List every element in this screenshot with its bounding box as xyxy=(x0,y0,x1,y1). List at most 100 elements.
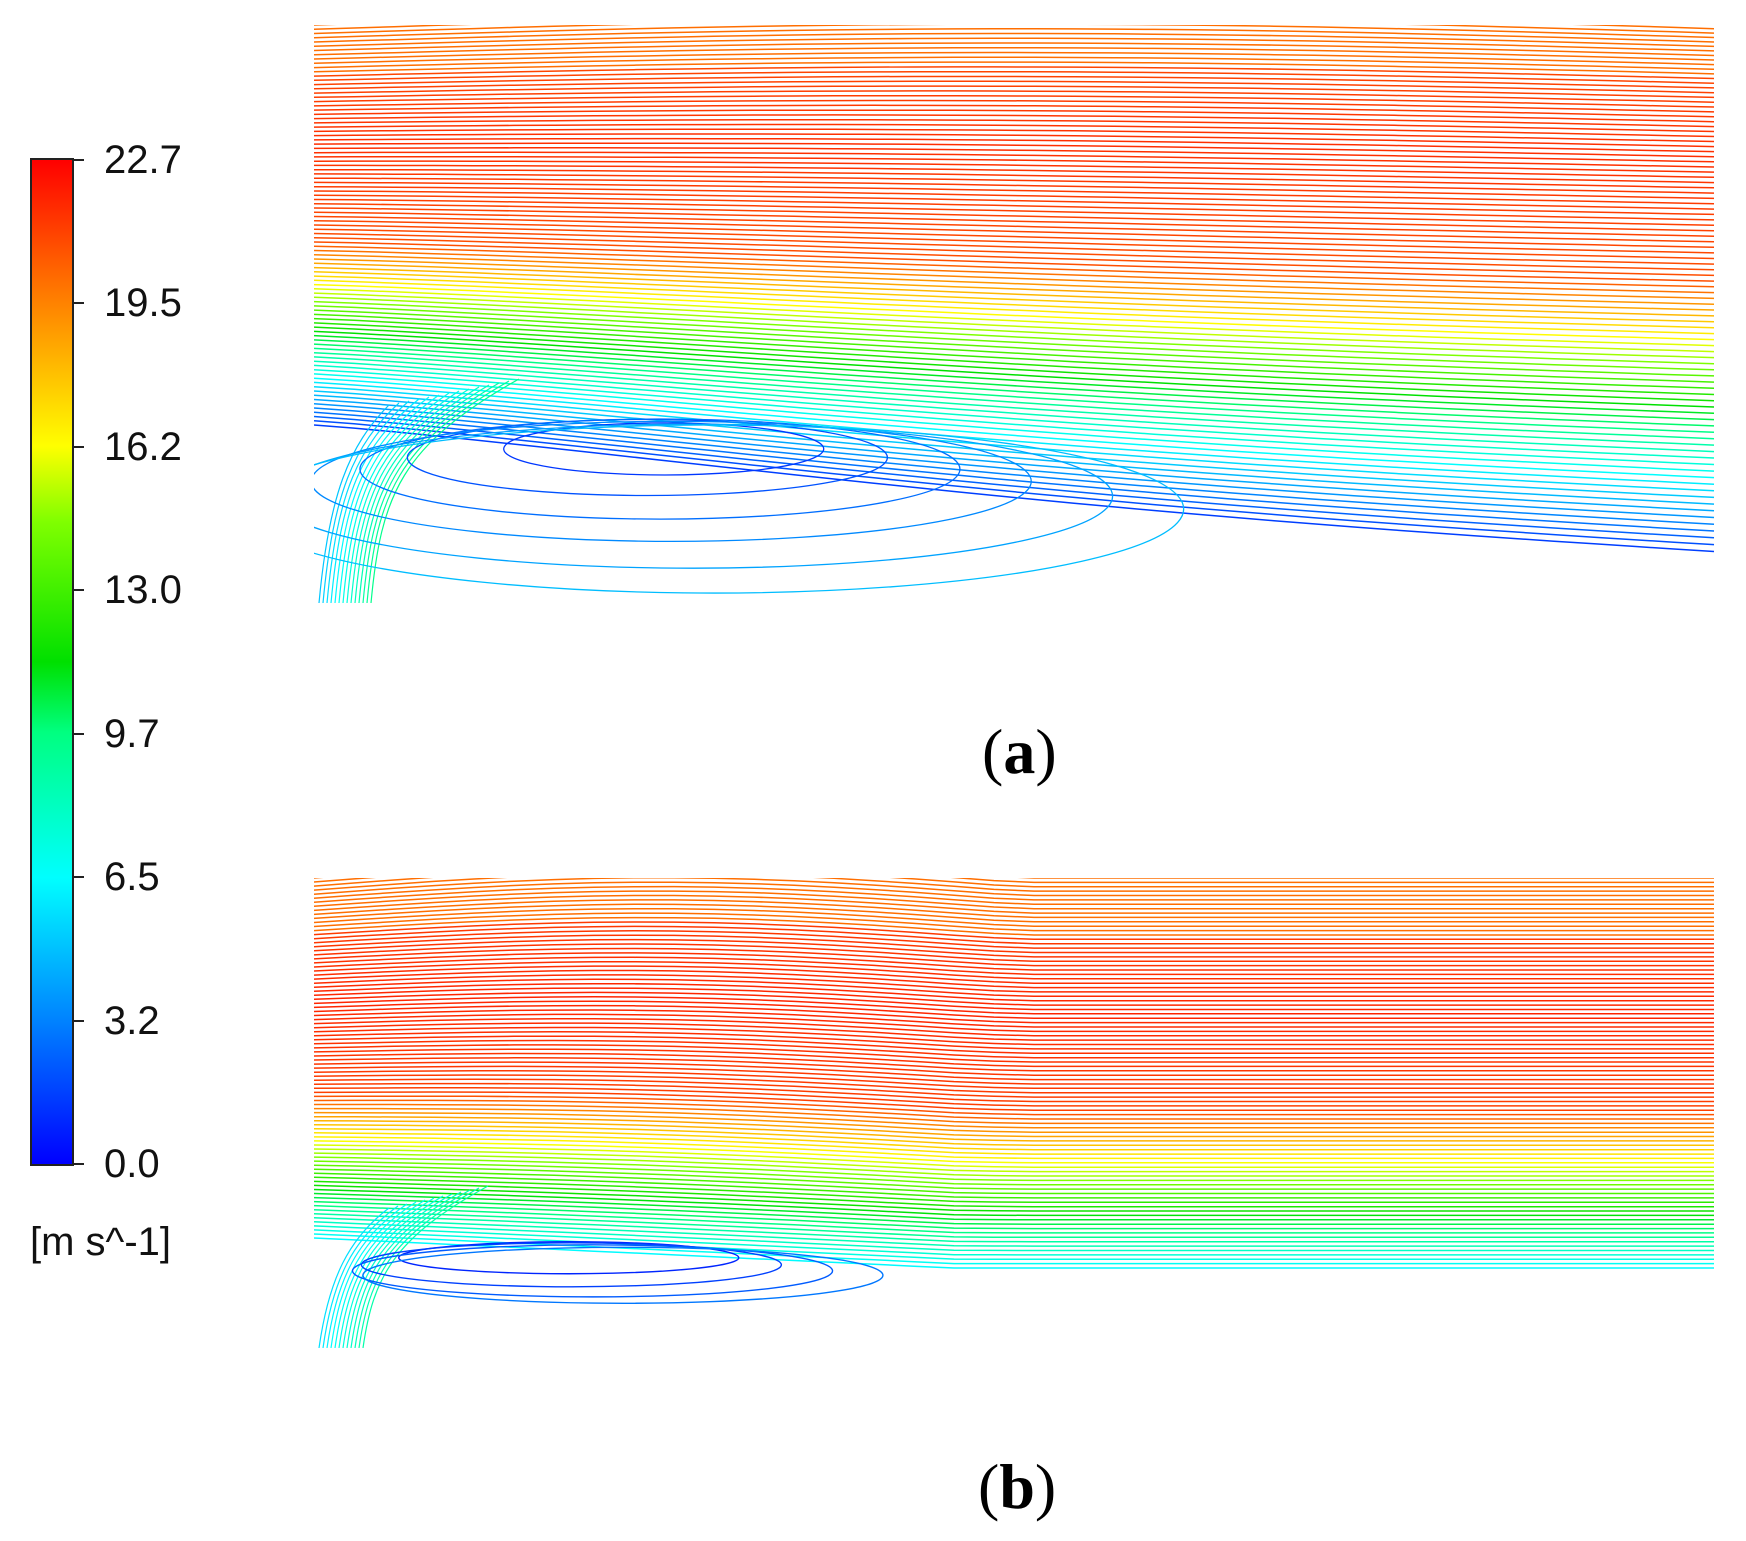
streamline xyxy=(338,394,440,603)
streamline xyxy=(334,1199,426,1348)
streamline xyxy=(314,424,1185,594)
streamline xyxy=(314,1103,1714,1125)
streamline xyxy=(314,1048,1714,1068)
streamline xyxy=(314,1225,1714,1256)
streamline xyxy=(370,378,520,603)
streamline xyxy=(314,1156,1714,1182)
streamline xyxy=(314,364,1715,459)
streamline xyxy=(359,418,961,520)
streamline xyxy=(318,404,390,603)
colorbar-tick xyxy=(74,445,84,448)
streamline xyxy=(314,80,1715,94)
streamline xyxy=(342,392,450,603)
streamline xyxy=(314,947,1714,967)
streamline xyxy=(314,37,1715,52)
streamline xyxy=(314,1168,1714,1195)
streamline xyxy=(314,974,1714,993)
colorbar-unit: [m s^-1] xyxy=(30,1220,171,1264)
streamline xyxy=(314,1184,1714,1212)
streamline xyxy=(314,419,1715,546)
streamline xyxy=(314,160,1715,179)
streamline xyxy=(314,978,1714,998)
streamline xyxy=(314,921,1714,941)
streamline xyxy=(314,90,1715,103)
streamline xyxy=(314,232,1715,271)
streamline xyxy=(314,137,1715,153)
streamline xyxy=(314,330,1715,408)
streamline xyxy=(314,1136,1714,1160)
streamline xyxy=(314,1204,1714,1234)
colorbar-tick xyxy=(74,589,84,592)
streamline xyxy=(314,237,1715,277)
streamline xyxy=(314,190,1715,216)
caption-a: (a) xyxy=(982,716,1057,787)
streamline xyxy=(314,423,1114,569)
streamline xyxy=(346,1193,453,1348)
streamline xyxy=(314,1217,1714,1247)
colorbar xyxy=(30,158,74,1166)
streamline xyxy=(314,420,1032,543)
streamline xyxy=(314,99,1715,113)
streamline xyxy=(314,1107,1714,1129)
streamline xyxy=(314,377,1715,479)
colorbar-tick xyxy=(74,159,84,161)
streamline xyxy=(314,1009,1714,1028)
streamline xyxy=(314,42,1715,57)
streamline xyxy=(314,960,1714,980)
streamline xyxy=(314,215,1715,249)
streamline xyxy=(326,400,410,603)
streamline xyxy=(314,878,1714,897)
streamline xyxy=(314,360,1715,453)
streamline xyxy=(314,283,1715,341)
streamline xyxy=(314,1061,1714,1081)
streamline xyxy=(314,142,1715,158)
streamline xyxy=(314,1140,1714,1164)
streamline xyxy=(314,1212,1714,1243)
streamline xyxy=(314,262,1715,311)
streamline xyxy=(314,1172,1714,1199)
streamline xyxy=(314,109,1715,123)
streamline xyxy=(314,25,1715,35)
streamline xyxy=(314,1119,1714,1142)
streamline xyxy=(351,1244,834,1298)
streamline xyxy=(314,56,1715,70)
streamline xyxy=(314,1128,1714,1151)
streamline xyxy=(314,70,1715,84)
streamline xyxy=(314,356,1715,446)
streamline xyxy=(360,1242,783,1288)
streamline xyxy=(314,194,1715,221)
streamline xyxy=(314,390,1715,499)
streamline xyxy=(366,380,510,603)
streamline xyxy=(314,1176,1714,1204)
streamline xyxy=(314,1039,1714,1059)
streamline xyxy=(314,118,1715,133)
streamline xyxy=(314,1078,1714,1098)
streamline xyxy=(358,1187,480,1348)
streamline xyxy=(314,1035,1714,1055)
streamline xyxy=(314,177,1715,200)
colorbar-tick-label: 19.5 xyxy=(104,281,182,326)
streamline xyxy=(314,75,1715,89)
streamline xyxy=(314,1070,1714,1090)
streamline xyxy=(314,202,1715,232)
streamline xyxy=(314,296,1715,359)
streamline xyxy=(314,288,1715,347)
streamline xyxy=(314,114,1715,128)
streamline xyxy=(314,32,1715,48)
streamline xyxy=(314,249,1715,294)
streamline xyxy=(314,66,1715,80)
streamline xyxy=(314,326,1715,402)
streamline xyxy=(314,151,1715,168)
streamline xyxy=(314,424,1715,553)
streamline xyxy=(314,385,1715,492)
streamline xyxy=(314,965,1714,984)
streamline xyxy=(322,402,400,603)
streamline xyxy=(350,388,470,603)
streamline xyxy=(314,912,1714,932)
streamline xyxy=(314,51,1715,66)
streamline xyxy=(314,373,1715,472)
streamline xyxy=(314,881,1714,901)
streamline xyxy=(314,991,1714,1011)
streamline xyxy=(362,1185,489,1348)
streamline xyxy=(330,398,420,603)
